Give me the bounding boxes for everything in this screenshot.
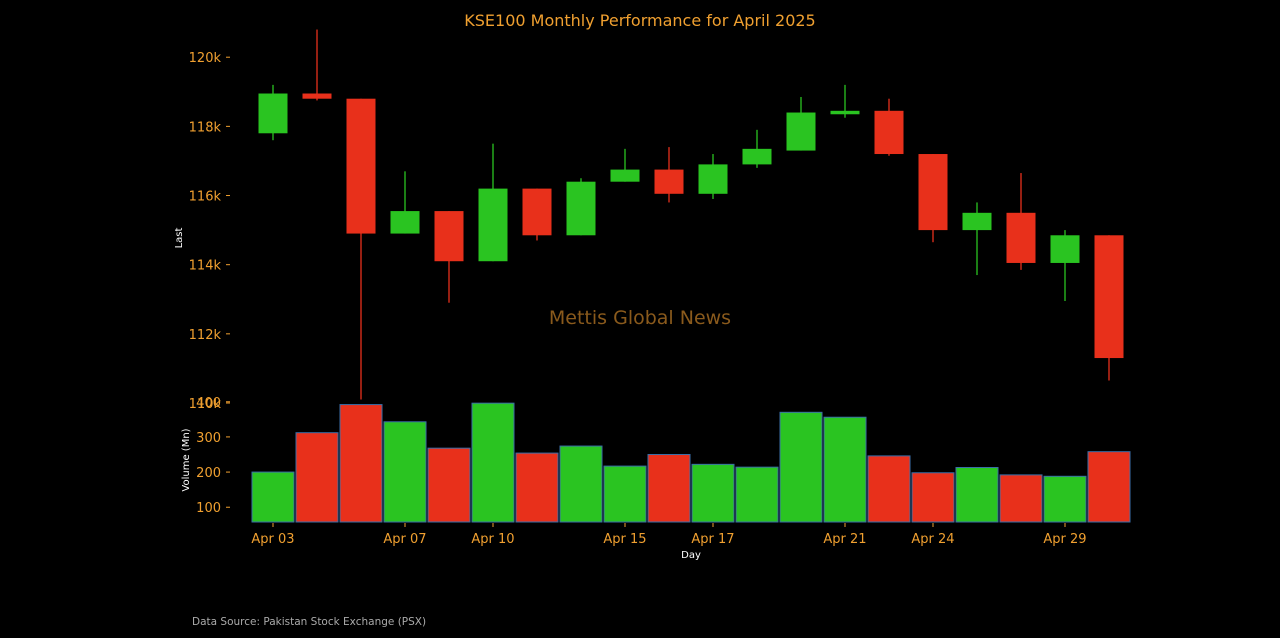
volume-bar bbox=[867, 455, 911, 523]
volume-bar bbox=[735, 466, 779, 523]
volume-tick-label: 300 bbox=[196, 431, 221, 446]
volume-bar bbox=[559, 445, 603, 523]
x-tick-label: Apr 29 bbox=[1043, 532, 1086, 547]
candle-body bbox=[1050, 235, 1080, 263]
volume-bar bbox=[911, 472, 955, 523]
candle-body bbox=[1094, 235, 1124, 359]
candle-body bbox=[522, 188, 552, 236]
candle-body bbox=[830, 110, 860, 115]
data-source-note: Data Source: Pakistan Stock Exchange (PS… bbox=[192, 616, 426, 628]
volume-bar bbox=[779, 411, 823, 523]
price-tick-label: 112k bbox=[189, 328, 222, 343]
x-axis: Apr 03 Apr 07 Apr 10 Apr 15 Apr 17 Apr 21 Apr … bbox=[251, 523, 1087, 547]
volume-bar bbox=[515, 452, 559, 523]
candle-body bbox=[390, 211, 420, 234]
volume-bar bbox=[251, 471, 295, 523]
x-tick-label: Apr 07 bbox=[383, 532, 426, 547]
volume-bar bbox=[603, 465, 647, 523]
x-tick-label: Apr 15 bbox=[603, 532, 646, 547]
volume-axis-label: Volume (Mn) bbox=[181, 428, 192, 491]
candle-body bbox=[434, 211, 464, 262]
x-tick-label: Apr 17 bbox=[691, 532, 734, 547]
candle-body bbox=[742, 148, 772, 165]
candle-body bbox=[258, 93, 288, 134]
x-axis-label: Day bbox=[681, 550, 701, 561]
volume-panel: 100 200 300 400 bbox=[196, 396, 1131, 523]
volume-tick-label: 100 bbox=[196, 501, 221, 516]
x-tick-label: Apr 03 bbox=[251, 532, 294, 547]
candle-body bbox=[698, 164, 728, 194]
candle-body bbox=[918, 154, 948, 231]
candle-body bbox=[478, 188, 508, 262]
candle-body bbox=[1006, 212, 1036, 263]
candle-body bbox=[346, 98, 376, 234]
candle-body bbox=[874, 110, 904, 155]
price-tick-label: 116k bbox=[189, 190, 222, 205]
volume-tick-label: 200 bbox=[196, 466, 221, 481]
candle-body bbox=[962, 212, 992, 231]
volume-bar bbox=[427, 447, 471, 523]
x-tick-label: Apr 10 bbox=[471, 532, 514, 547]
volume-bar bbox=[999, 474, 1043, 523]
volume-bar bbox=[1087, 451, 1131, 523]
candle-body bbox=[786, 112, 816, 151]
volume-bar bbox=[339, 404, 383, 523]
price-tick-label: 118k bbox=[189, 120, 222, 135]
x-tick-label: Apr 24 bbox=[911, 532, 954, 547]
price-axis-label: Last bbox=[174, 228, 185, 249]
volume-bar bbox=[823, 416, 867, 523]
volume-bar bbox=[1043, 475, 1087, 523]
watermark: Mettis Global News bbox=[549, 307, 731, 329]
candle-body bbox=[610, 169, 640, 182]
price-tick-label: 114k bbox=[189, 259, 222, 274]
chart-title: KSE100 Monthly Performance for April 202… bbox=[464, 11, 815, 30]
volume-bar bbox=[647, 453, 691, 523]
x-tick-label: Apr 21 bbox=[823, 532, 866, 547]
volume-bar bbox=[691, 463, 735, 523]
price-panel: 110k 112k 114k 116k 118k 120k bbox=[189, 29, 1124, 412]
volume-tick-label: 400 bbox=[196, 396, 221, 411]
price-tick-label: 120k bbox=[189, 51, 222, 66]
candle-body bbox=[566, 181, 596, 236]
price-tick-label: 110k bbox=[189, 397, 222, 412]
candle-body bbox=[654, 169, 684, 194]
volume-bar bbox=[471, 402, 515, 523]
volume-bar bbox=[295, 432, 339, 523]
volume-bar bbox=[383, 421, 427, 523]
volume-bar bbox=[955, 467, 999, 523]
candle-body bbox=[302, 93, 332, 99]
